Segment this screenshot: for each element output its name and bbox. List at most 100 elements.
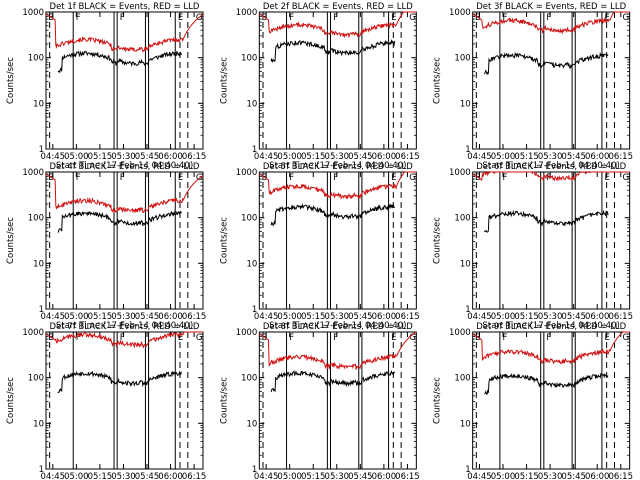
y-tick-label: 1 [252,145,257,155]
x-tick-label: 06:00 [158,472,183,480]
plot-frame [258,331,417,470]
x-tick-label: 05:30 [111,312,136,322]
lld-line [472,331,630,365]
y-tick-label: 10 [33,259,44,269]
plot-frame [472,331,631,470]
y-tick-label: 100 [454,54,470,64]
x-tick-label: 05:30 [538,152,563,162]
y-tick-label: 10 [460,259,471,269]
x-tick-label: 05:00 [64,152,89,162]
y-axis-label: Counts/sec [219,57,229,104]
interval-letter: B [475,173,481,183]
y-tick-label: 1000 [236,328,258,338]
panel-det-6: Det 6f BLACK = Events, RED = LLD 1000 100 1… [433,162,633,331]
y-tick-label: 1 [465,145,470,155]
y-tick-label: 1000 [22,328,44,338]
interval-letter: E [391,13,396,23]
interval-letter: E [178,333,183,343]
interval-letter: B [262,13,268,23]
x-tick-label: 05:00 [277,312,302,322]
x-tick-label: 05:15 [88,312,113,322]
interval-letter: E [178,13,183,23]
y-tick-label: 1 [39,465,44,475]
x-tick-label: 04:45 [254,152,279,162]
x-axis-label: Start Time (17-Feb-14 04:40:40) [269,161,406,171]
y-tick-label: 1000 [449,328,471,338]
y-axis-label: Counts/sec [6,377,16,424]
x-tick-label: 04:45 [254,472,279,480]
x-tick-label: 06:00 [158,152,183,162]
y-axis-label: Counts/sec [6,57,16,104]
x-tick-label: 06:15 [182,472,207,480]
lld-line [259,11,417,39]
y-tick-label: 100 [241,374,257,384]
x-tick-label: 05:45 [348,472,373,480]
x-tick-label: 06:15 [182,312,207,322]
y-tick-label: 1 [465,465,470,475]
interval-letter: F [546,333,551,343]
interval-letter: B [475,13,481,23]
panel-title: Det 8f BLACK = Events, RED = LLD [263,322,413,332]
events-line [484,372,609,395]
x-tick-label: 05:15 [88,472,113,480]
lld-line [472,170,630,182]
y-tick-label: 100 [241,214,257,224]
x-tick-label: 04:45 [467,312,492,322]
x-tick-label: 04:45 [467,152,492,162]
x-tick-label: 05:45 [135,152,160,162]
y-tick-label: 100 [28,214,44,224]
y-axis-label: Counts/sec [6,217,16,264]
interval-letter: E [604,173,609,183]
y-axis-label: Counts/sec [219,217,229,264]
plot-frame [258,171,417,310]
events-line [484,209,609,233]
events-line [57,50,182,74]
x-tick-label: 06:15 [609,152,634,162]
y-tick-label: 1 [252,305,257,315]
y-tick-label: 10 [460,419,471,429]
x-tick-label: 06:00 [585,152,610,162]
x-axis-label: Start Time (17-Feb-14 04:40:40) [56,161,193,171]
interval-letter: F [546,13,551,23]
y-tick-label: 10 [247,419,258,429]
y-tick-label: 1000 [22,168,44,178]
panel-title: Det 9f BLACK = Events, RED = LLD [476,322,626,332]
interval-letter: F [120,13,125,23]
interval-letter: E [178,173,183,183]
interval-letter: F [76,173,81,183]
y-tick-label: 100 [454,214,470,224]
panel-title: Det 1f BLACK = Events, RED = LLD [50,2,200,12]
y-tick-label: 100 [241,54,257,64]
x-tick-label: 05:30 [538,472,563,480]
y-tick-label: 100 [454,374,470,384]
x-tick-label: 06:15 [395,312,420,322]
x-tick-label: 05:30 [538,312,563,322]
x-axis-label: Start Time (17-Feb-14 04:40:40) [269,321,406,331]
x-tick-label: 05:00 [64,472,89,480]
x-tick-label: 05:15 [301,472,326,480]
y-tick-label: 1000 [236,8,258,18]
panel-det-5: Det 5f BLACK = Events, RED = LLD 1000 100 1… [219,162,419,331]
interval-letter: G [196,333,203,343]
interval-letter: F [333,333,338,343]
interval-letter: G [623,333,630,343]
y-tick-label: 1 [465,305,470,315]
y-tick-label: 1000 [236,168,258,178]
interval-letter: F [333,13,338,23]
panel-det-8: Det 8f BLACK = Events, RED = LLD 1000 100 1… [219,322,419,480]
x-axis-label: Start Time (17-Feb-14 04:40:40) [483,161,620,171]
interval-letter: E [391,333,396,343]
x-tick-label: 05:45 [348,312,373,322]
interval-letter: F [120,333,125,343]
x-tick-label: 05:30 [111,152,136,162]
x-tick-label: 05:45 [561,312,586,322]
y-tick-label: 10 [247,259,258,269]
interval-letter: B [48,173,54,183]
interval-letter: F [289,13,294,23]
interval-letter: F [76,333,81,343]
x-tick-label: 06:00 [372,472,397,480]
x-tick-label: 05:15 [514,152,539,162]
events-line [270,38,396,63]
